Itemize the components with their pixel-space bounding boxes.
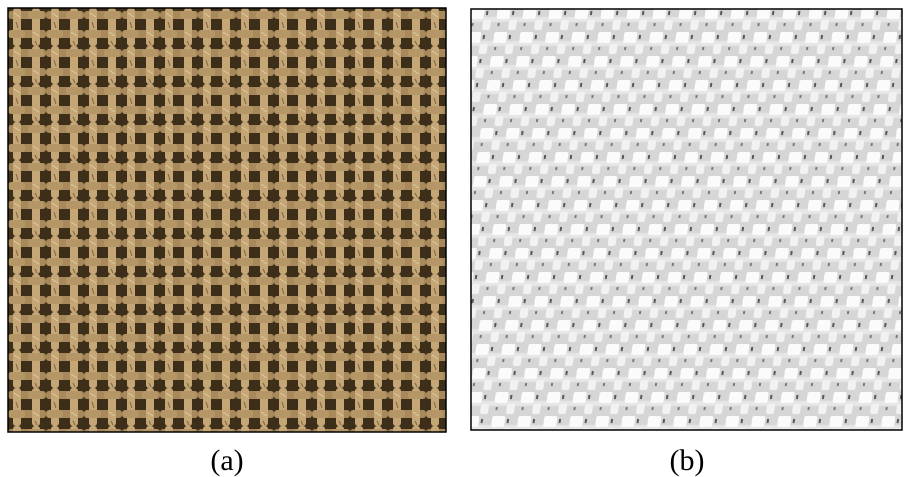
panel-label: (b)	[670, 444, 705, 477]
photo-glass	[471, 9, 902, 430]
page: (a) (b) (() => { const data = JSON.parse…	[0, 0, 904, 477]
figure: (a) (b)	[0, 0, 904, 477]
panel-label: (a)	[210, 444, 243, 477]
photo-jute	[8, 8, 446, 432]
